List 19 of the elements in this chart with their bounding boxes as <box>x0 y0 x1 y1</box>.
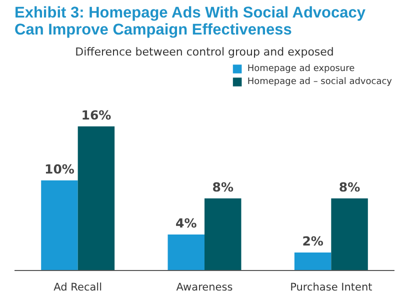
x-tick-label: Ad Recall <box>54 282 102 294</box>
bar <box>41 180 78 270</box>
legend-label: Homepage ad exposure <box>247 64 355 74</box>
bar <box>78 126 115 270</box>
data-label: 16% <box>81 107 112 122</box>
x-tick-label: Purchase Intent <box>290 282 372 294</box>
bar <box>331 198 368 270</box>
legend-label: Homepage ad – social advocacy <box>247 76 392 86</box>
bar <box>204 198 242 270</box>
data-label: 10% <box>44 161 75 176</box>
chart-subtitle: Difference between control group and exposed <box>75 46 334 58</box>
chart-title: Exhibit 3: Homepage Ads With Social Advocacy Can Improve Campaign Effectiveness <box>14 4 366 38</box>
bar <box>294 252 332 270</box>
bar <box>168 234 204 270</box>
data-label: 8% <box>338 179 361 194</box>
data-label: 4% <box>176 215 198 230</box>
data-label: 8% <box>212 179 234 194</box>
x-tick-label: Awareness <box>176 282 233 294</box>
data-label: 2% <box>302 233 324 248</box>
